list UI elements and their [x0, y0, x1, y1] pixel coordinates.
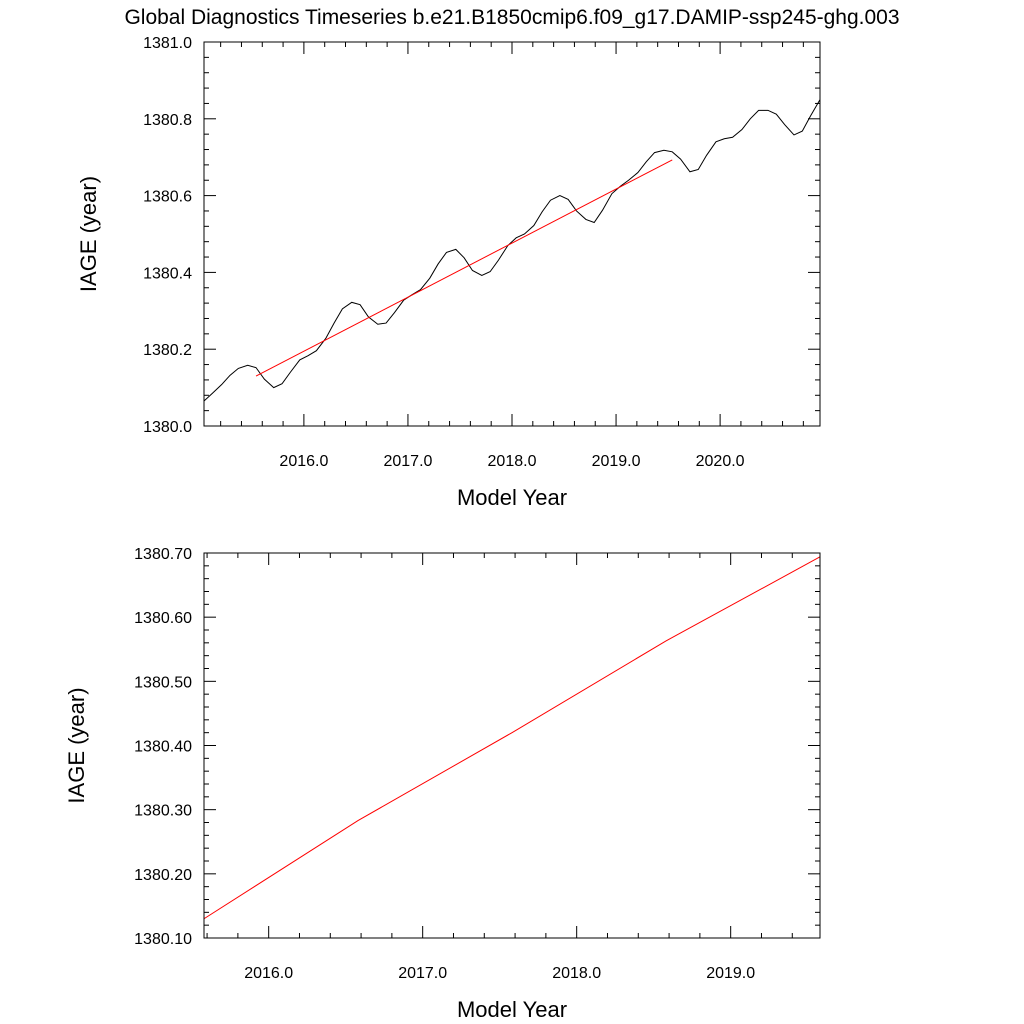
x-tick-label: 2016.0 — [279, 453, 328, 470]
top-plot: 2016.0 2017.0 2018.0 2019.0 2020.0 1380.0 1380… — [76, 35, 821, 510]
y-tick-label: 1380.60 — [134, 610, 192, 627]
y-tick-label: 1381.0 — [143, 35, 192, 52]
x-tick-label: 2019.0 — [706, 965, 755, 982]
plot-frame — [203, 552, 821, 939]
y-tick-label: 1380.30 — [134, 803, 192, 820]
bottom-plot: 2016.0 2017.0 2018.0 2019.0 1380.10 1380.20 13… — [64, 546, 821, 1022]
y-tick-label: 1380.8 — [143, 112, 192, 129]
x-tick-label: 2018.0 — [552, 965, 601, 982]
y-tick-label: 1380.6 — [143, 189, 192, 206]
plot-frame — [203, 41, 821, 427]
y-tick-label: 1380.4 — [143, 265, 192, 282]
y-axis-label: IAGE (year) — [64, 687, 89, 803]
y-tick-label: 1380.20 — [134, 867, 192, 884]
figure-title: Global Diagnostics Timeseries b.e21.B185… — [124, 6, 899, 29]
y-tick-label: 1380.10 — [134, 931, 192, 948]
x-tick-label: 2019.0 — [592, 453, 641, 470]
x-tick-label: 2017.0 — [398, 965, 447, 982]
y-tick-label: 1380.0 — [143, 419, 192, 436]
series-line-trend — [203, 556, 821, 920]
y-tick-label: 1380.70 — [134, 546, 192, 563]
x-tick-label: 2020.0 — [696, 453, 745, 470]
y-tick-label: 1380.40 — [134, 739, 192, 756]
x-axis-label: Model Year — [457, 997, 567, 1022]
series-line-trend — [255, 159, 673, 377]
x-tick-label: 2016.0 — [244, 965, 293, 982]
x-axis-label: Model Year — [457, 485, 567, 510]
y-axis-label: IAGE (year) — [76, 176, 101, 292]
x-tick-label: 2017.0 — [383, 453, 432, 470]
x-tick-label: 2018.0 — [488, 453, 537, 470]
y-tick-label: 1380.2 — [143, 342, 192, 359]
series-line-raw — [203, 99, 821, 402]
y-tick-label: 1380.50 — [134, 674, 192, 691]
